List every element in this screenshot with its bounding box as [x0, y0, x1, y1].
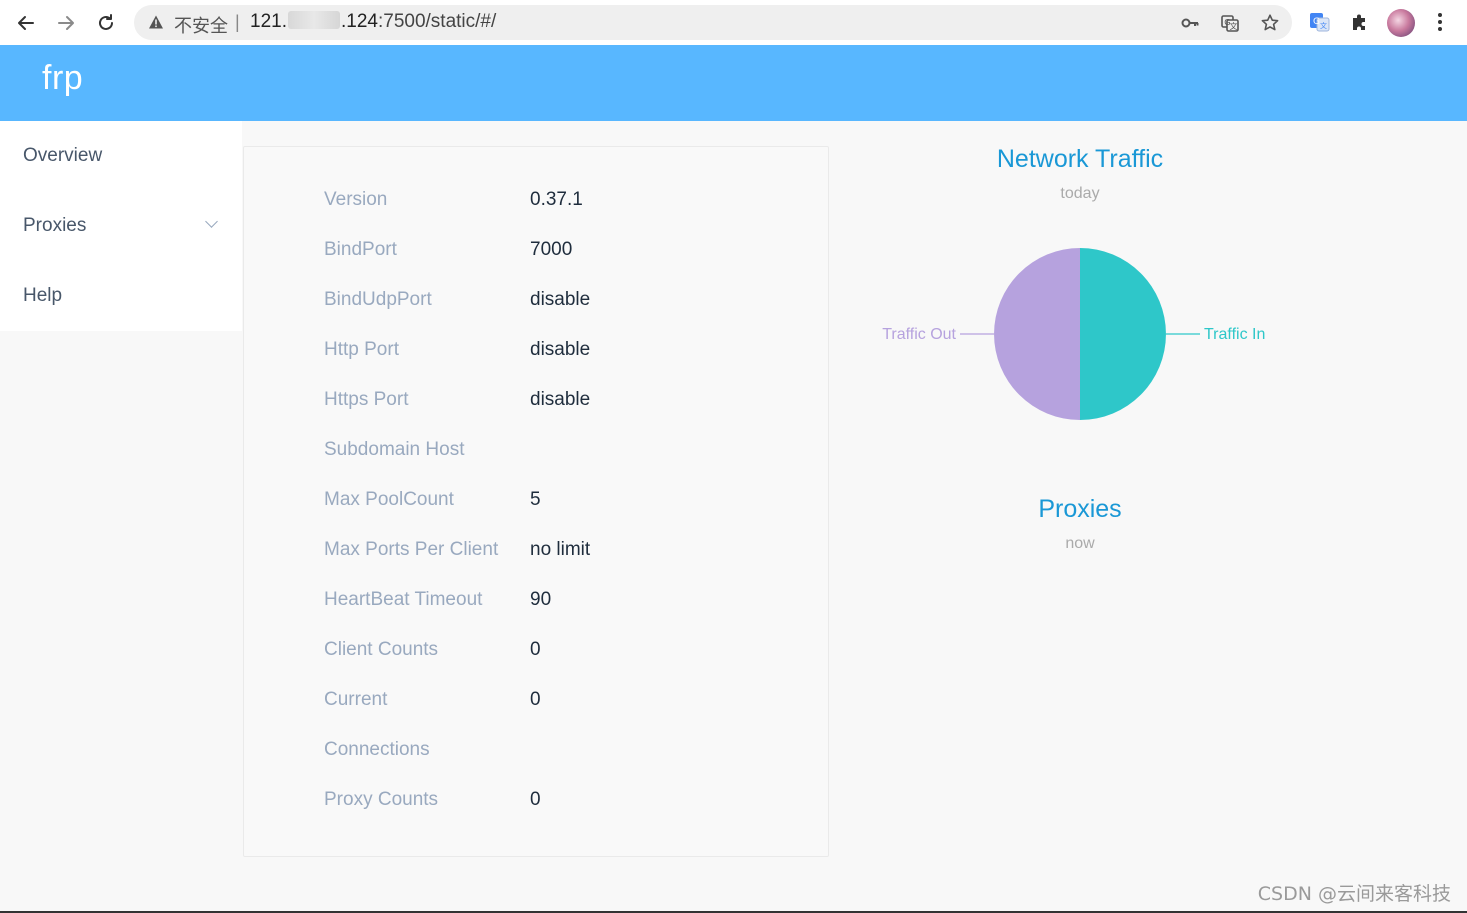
info-label: Https Port: [324, 389, 409, 410]
sidebar-item-label: Help: [23, 285, 63, 306]
server-info-panel: Version 0.37.1 BindPort 7000 BindUdpPort disa…: [243, 146, 829, 857]
network-traffic-subtitle: today: [1060, 185, 1100, 202]
avatar[interactable]: [1387, 9, 1415, 37]
info-label: Max PoolCount: [324, 489, 454, 510]
info-value: 90: [530, 589, 552, 610]
info-row: Connections: [324, 739, 804, 769]
info-label: Version: [324, 189, 388, 210]
info-value: 5: [530, 489, 541, 510]
info-label: Subdomain Host: [324, 439, 465, 460]
info-row: Client Counts 0: [324, 639, 804, 669]
svg-text:G: G: [1313, 17, 1320, 27]
sidebar-item-help[interactable]: Help: [0, 261, 242, 331]
forward-arrow-icon[interactable]: [51, 8, 81, 38]
info-label: BindPort: [324, 239, 397, 260]
info-row: Subdomain Host: [324, 439, 804, 469]
info-row: BindUdpPort disable: [324, 289, 804, 319]
svg-text:G: G: [1224, 18, 1230, 27]
info-row: Http Port disable: [324, 339, 804, 369]
chevron-down-icon: [205, 215, 218, 228]
info-row: Proxy Counts 0: [324, 789, 804, 819]
info-label: Connections: [324, 739, 430, 760]
svg-text:文: 文: [1320, 21, 1327, 30]
key-icon[interactable]: [1179, 12, 1201, 34]
info-row: Https Port disable: [324, 389, 804, 419]
info-label: BindUdpPort: [324, 289, 432, 310]
info-row: Max PoolCount 5: [324, 489, 804, 519]
info-row: HeartBeat Timeout 90: [324, 589, 804, 619]
info-label: Max Ports Per Client: [324, 539, 499, 560]
proxies-chart-subtitle: now: [1065, 535, 1095, 552]
info-value: 0: [530, 639, 541, 660]
url-host-suffix: .124: [340, 11, 378, 32]
security-label[interactable]: 不安全: [174, 16, 228, 37]
app-header: frp: [0, 45, 1467, 121]
info-value: disable: [530, 289, 591, 310]
network-traffic-pie-chart: Traffic In Traffic Out: [882, 248, 1265, 420]
puzzle-extension-icon[interactable]: [1346, 8, 1374, 36]
info-value: disable: [530, 339, 591, 360]
sidebar-item-label: Overview: [23, 145, 103, 166]
info-value: no limit: [530, 539, 591, 560]
url-path: :7500/static/#/: [377, 11, 497, 32]
info-value: 0: [530, 689, 541, 710]
bottom-edge: [0, 911, 1467, 913]
pie-slice-traffic-out[interactable]: [994, 248, 1080, 420]
svg-text:文: 文: [1230, 21, 1238, 31]
info-value: 7000: [530, 239, 573, 260]
info-row: Version 0.37.1: [324, 189, 804, 219]
redacted-ip-segment: [287, 11, 340, 29]
omnibox-separator: |: [235, 12, 240, 32]
info-value: 0.37.1: [530, 189, 583, 210]
network-traffic-title: Network Traffic: [996, 145, 1164, 173]
sidebar-item-proxies[interactable]: Proxies: [0, 191, 242, 261]
warning-triangle-icon[interactable]: [148, 14, 164, 30]
info-row: Max Ports Per Client no limit: [324, 539, 804, 569]
sidebar-menu: Overview Proxies Help: [0, 121, 242, 331]
info-label: Http Port: [324, 339, 399, 360]
sidebar-item-overview[interactable]: Overview: [0, 121, 242, 191]
info-value: disable: [530, 389, 591, 410]
info-value: 0: [530, 789, 541, 810]
info-label: Proxy Counts: [324, 789, 439, 810]
pie-label: Traffic Out: [882, 326, 956, 343]
reload-icon[interactable]: [91, 8, 121, 38]
watermark: CSDN @云间来客科技: [1257, 883, 1451, 905]
info-label: Client Counts: [324, 639, 439, 660]
info-row: Current 0: [324, 689, 804, 719]
brand-logo[interactable]: frp: [42, 59, 84, 97]
star-icon[interactable]: [1259, 12, 1281, 34]
info-label: HeartBeat Timeout: [324, 589, 483, 610]
url-host-prefix: 121.: [250, 11, 287, 32]
proxies-chart-title: Proxies: [1038, 495, 1122, 523]
info-label: Current: [324, 689, 388, 710]
sidebar-item-label: Proxies: [23, 215, 87, 236]
pie-slice-traffic-in[interactable]: [1080, 248, 1166, 420]
pie-label: Traffic In: [1204, 326, 1265, 343]
back-arrow-icon[interactable]: [11, 8, 41, 38]
url-text[interactable]: 121. .124:7500/static/#/: [250, 11, 496, 33]
info-row: BindPort 7000: [324, 239, 804, 269]
kebab-menu-icon[interactable]: [1428, 8, 1452, 36]
